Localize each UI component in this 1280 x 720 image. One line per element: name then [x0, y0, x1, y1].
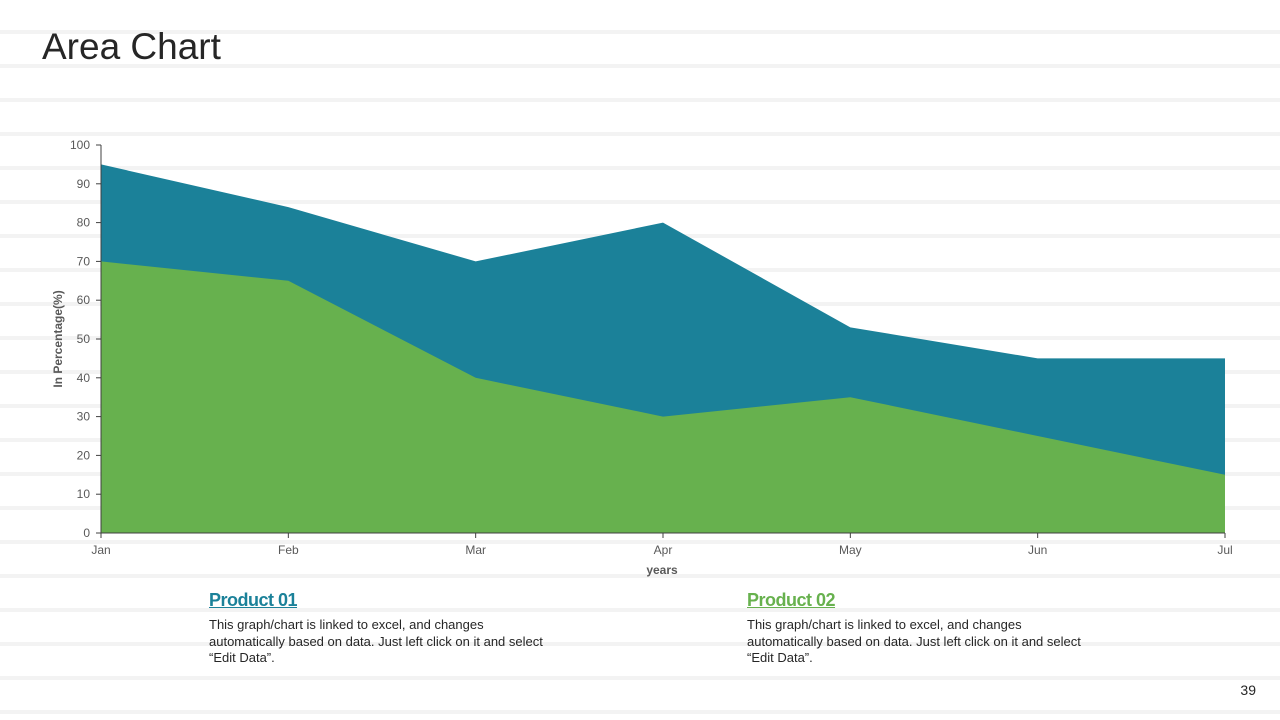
x-tick-label: Apr — [654, 543, 673, 557]
y-axis-ticks: 0 10 20 30 40 50 60 70 80 90 100 — [70, 138, 101, 540]
y-tick-label: 20 — [77, 448, 91, 462]
area-product-02[interactable] — [101, 261, 1225, 533]
y-axis-title: In Percentage(%) — [51, 290, 65, 387]
product-02-description: This graph/chart is linked to excel, and… — [747, 617, 1081, 665]
legend-product-01: Product 01 This graph/chart is linked to… — [209, 590, 549, 667]
y-tick-label: 10 — [77, 487, 91, 501]
product-01-title[interactable]: Product 01 — [209, 590, 298, 610]
y-tick-label: 0 — [83, 526, 90, 540]
x-tick-label: Jan — [91, 543, 110, 557]
page-title: Area Chart — [42, 26, 221, 67]
page-number: 39 — [1240, 682, 1256, 698]
x-tick-label: May — [839, 543, 862, 557]
y-tick-label: 40 — [77, 371, 91, 385]
y-tick-label: 50 — [77, 332, 91, 346]
product-01-description: This graph/chart is linked to excel, and… — [209, 617, 543, 665]
y-tick-label: 90 — [77, 177, 91, 191]
chart-areas — [101, 164, 1225, 533]
x-axis-ticks: Jan Feb Mar Apr May Jun Jul — [91, 533, 1233, 557]
x-tick-label: Jun — [1028, 543, 1047, 557]
y-tick-label: 100 — [70, 138, 90, 152]
product-02-title[interactable]: Product 02 — [747, 590, 836, 610]
y-tick-label: 30 — [77, 410, 91, 424]
legend-product-02: Product 02 This graph/chart is linked to… — [747, 590, 1087, 667]
x-tick-label: Jul — [1217, 543, 1232, 557]
x-tick-label: Mar — [465, 543, 486, 557]
y-tick-label: 60 — [77, 293, 91, 307]
x-tick-label: Feb — [278, 543, 299, 557]
y-tick-label: 70 — [77, 254, 91, 268]
x-axis-title: years — [646, 563, 678, 577]
y-tick-label: 80 — [77, 216, 91, 230]
